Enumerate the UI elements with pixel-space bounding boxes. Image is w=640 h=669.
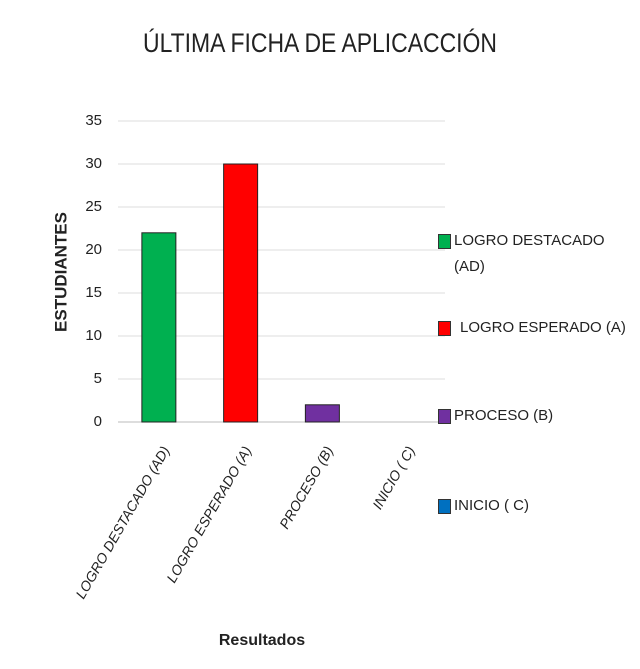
y-tick-label: 15: [85, 284, 102, 301]
legend-item: PROCESO (B): [438, 403, 638, 429]
y-tick-label: 0: [94, 413, 102, 430]
legend-swatch: [438, 409, 451, 424]
legend-label: PROCESO (B): [454, 407, 554, 424]
y-tick-label: 30: [85, 155, 102, 172]
x-tick-label: LOGRO DESTACADO (AD): [72, 443, 172, 601]
legend-swatch: [438, 234, 451, 249]
legend-label: INICIO ( C): [454, 497, 529, 514]
y-tick-label: 10: [85, 327, 102, 344]
x-axis-label: Resultados: [219, 632, 305, 649]
legend-label: LOGRO DESTACADO (AD): [454, 232, 605, 275]
bar: [304, 404, 340, 423]
x-tick-label: PROCESO (B): [276, 443, 336, 531]
x-tick-label: INICIO ( C): [369, 443, 418, 512]
y-axis-label: ESTUDIANTES: [51, 212, 70, 332]
legend-swatch: [438, 321, 451, 336]
chart-title: ÚLTIMA FICHA DE APLICACCIÓN: [143, 27, 497, 58]
y-tick-label: 5: [94, 370, 102, 387]
legend-item: LOGRO ESPERADO (A): [438, 315, 638, 341]
legend-item: INICIO ( C): [438, 493, 638, 519]
y-tick-label: 20: [85, 241, 102, 258]
y-tick-label: 25: [85, 198, 102, 215]
legend-label: LOGRO ESPERADO (A): [460, 319, 626, 336]
x-tick-label: LOGRO ESPERADO (A): [163, 443, 254, 585]
bar: [223, 163, 259, 423]
bar: [141, 232, 177, 423]
legend-swatch: [438, 499, 451, 514]
legend-item: LOGRO DESTACADO (AD): [438, 228, 618, 280]
y-tick-label: 35: [85, 112, 102, 129]
